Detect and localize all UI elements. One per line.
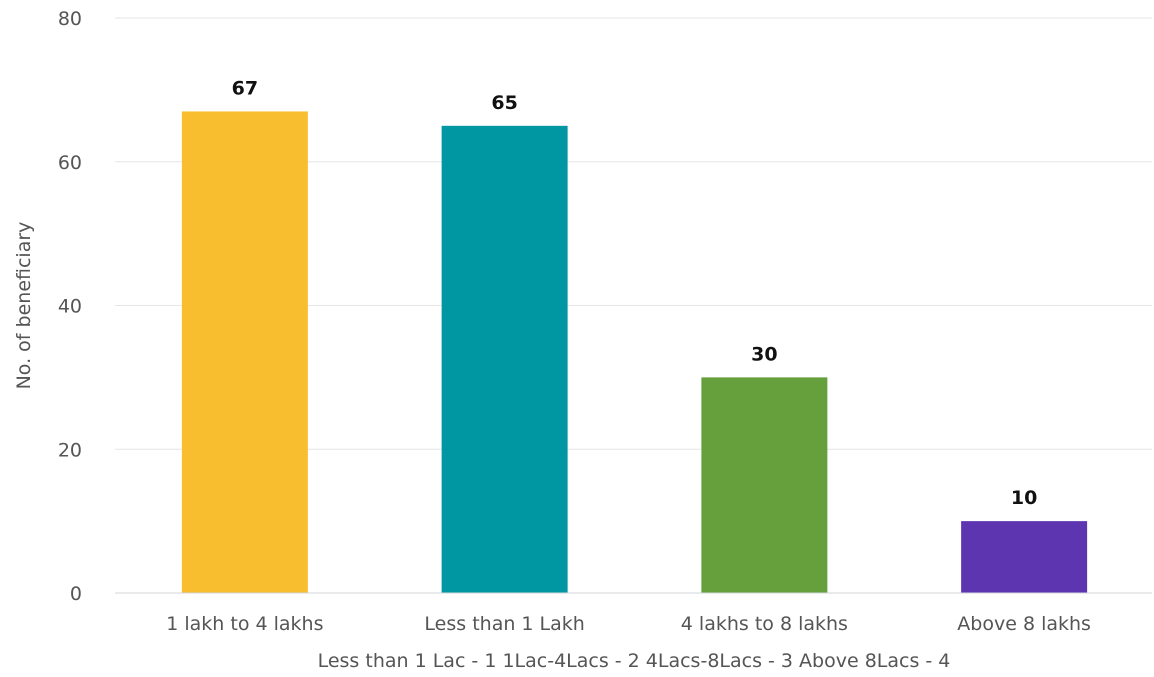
- x-category-label: Above 8 lakhs: [957, 613, 1091, 635]
- x-axis-title: Less than 1 Lac - 1 1Lac-4Lacs - 2 4Lacs…: [318, 650, 951, 672]
- y-axis-ticks: 0 20 40 60 80: [58, 8, 82, 605]
- y-tick-label: 0: [70, 583, 82, 605]
- x-axis-categories: 1 lakh to 4 lakhs Less than 1 Lakh 4 lakhs…: [166, 613, 1091, 635]
- x-category-label: 1 lakh to 4 lakhs: [166, 613, 323, 635]
- bar-value-label: 67: [232, 77, 258, 99]
- bar-value-label: 10: [1011, 487, 1037, 509]
- bar[interactable]: [701, 377, 828, 593]
- y-axis-title: No. of beneficiary: [13, 222, 35, 390]
- bar-value-label: 30: [751, 343, 777, 365]
- y-tick-label: 20: [58, 439, 82, 461]
- y-tick-label: 40: [58, 296, 82, 318]
- x-category-label: 4 lakhs to 8 lakhs: [681, 613, 848, 635]
- bar[interactable]: [181, 111, 308, 593]
- bar[interactable]: [441, 125, 568, 593]
- bars: [181, 111, 1088, 593]
- bar[interactable]: [961, 521, 1088, 593]
- y-tick-label: 80: [58, 8, 82, 30]
- x-category-label: Less than 1 Lakh: [424, 613, 584, 635]
- data-labels: 67 65 30 10: [232, 77, 1038, 509]
- y-tick-label: 60: [58, 152, 82, 174]
- bar-value-label: 65: [491, 92, 517, 114]
